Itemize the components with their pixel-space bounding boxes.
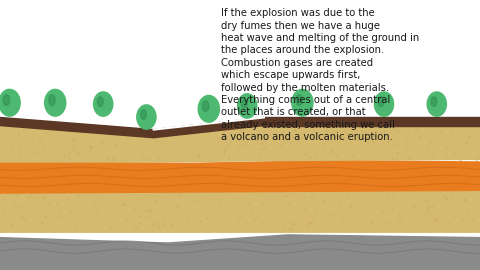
- Text: If the explosion was due to the
dry fumes then we have a huge
heat wave and melt: If the explosion was due to the dry fume…: [221, 8, 419, 142]
- Ellipse shape: [431, 97, 437, 107]
- Ellipse shape: [45, 89, 66, 116]
- Polygon shape: [264, 117, 480, 126]
- Ellipse shape: [97, 97, 103, 107]
- Ellipse shape: [241, 99, 247, 108]
- Ellipse shape: [203, 101, 209, 112]
- Ellipse shape: [141, 110, 146, 119]
- Ellipse shape: [374, 92, 394, 116]
- Polygon shape: [154, 117, 264, 138]
- Polygon shape: [0, 188, 480, 232]
- Polygon shape: [154, 126, 264, 162]
- Ellipse shape: [296, 95, 302, 105]
- Ellipse shape: [0, 89, 20, 116]
- Polygon shape: [0, 235, 480, 270]
- Polygon shape: [0, 161, 480, 193]
- Ellipse shape: [427, 92, 446, 116]
- Ellipse shape: [137, 105, 156, 129]
- Ellipse shape: [3, 95, 10, 105]
- Polygon shape: [0, 117, 154, 138]
- Ellipse shape: [94, 92, 113, 116]
- Ellipse shape: [292, 89, 313, 116]
- Ellipse shape: [198, 96, 219, 122]
- Polygon shape: [0, 126, 154, 162]
- Ellipse shape: [378, 97, 384, 107]
- Polygon shape: [264, 126, 480, 161]
- Ellipse shape: [49, 95, 55, 105]
- Ellipse shape: [238, 94, 257, 118]
